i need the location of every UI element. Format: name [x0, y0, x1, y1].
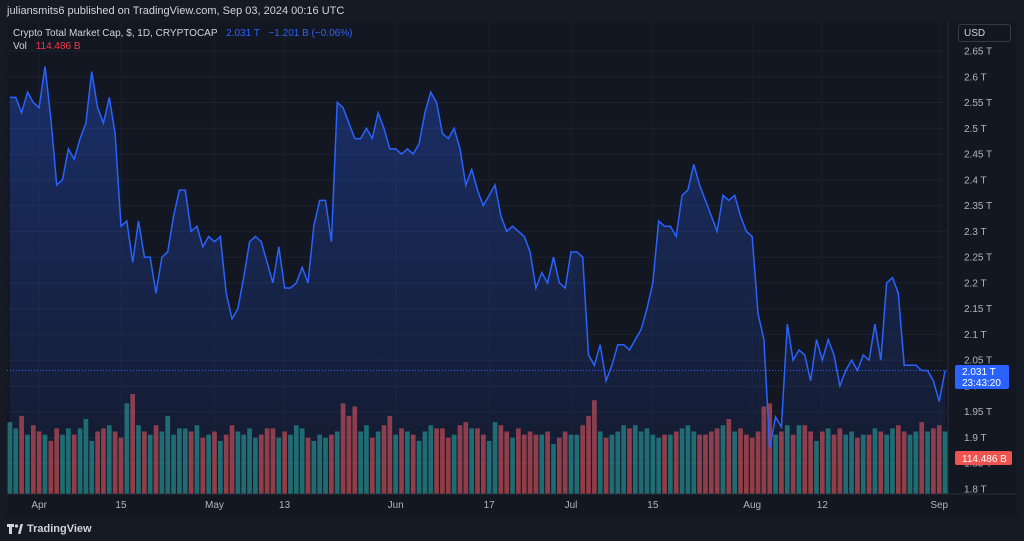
- legend-last: 2.031 T: [226, 28, 260, 39]
- x-tick-label: Apr: [31, 500, 47, 511]
- y-tick-label: 2.5 T: [964, 124, 987, 135]
- y-tick-label: 2.35 T: [964, 201, 992, 212]
- x-tick-label: Aug: [743, 500, 761, 511]
- y-tick-label: 2.1 T: [964, 330, 987, 341]
- x-tick-label: Jun: [388, 500, 404, 511]
- publish-header: juliansmits6 published on TradingView.co…: [7, 5, 345, 17]
- y-tick-label: 2.3 T: [964, 227, 987, 238]
- legend-price-row: Crypto Total Market Cap, $, 1D, CRYPTOCA…: [13, 27, 352, 40]
- y-tick-label: 2.6 T: [964, 72, 987, 83]
- price-badge-bg: [955, 365, 1009, 389]
- y-tick-label: 2.05 T: [964, 356, 992, 367]
- x-tick-label: 15: [115, 500, 127, 511]
- legend-symbol[interactable]: Crypto Total Market Cap, $, 1D, CRYPTOCA…: [13, 28, 218, 39]
- vol-badge-value: 114.486 B: [962, 454, 1007, 465]
- legend: Crypto Total Market Cap, $, 1D, CRYPTOCA…: [13, 27, 352, 53]
- y-tick-label: 1.9 T: [964, 433, 987, 444]
- chart-svg[interactable]: 2.65 T 2.6 T 2.55 T 2.5 T 2.45 T 2.4 T 2.35 T 2…: [7, 22, 1017, 518]
- price-line: [9, 66, 946, 448]
- currency-button[interactable]: USD: [958, 24, 1011, 42]
- price-axis-bg[interactable]: [948, 22, 1017, 518]
- price-badge-timer: 23:43:20: [962, 378, 1001, 389]
- y-tick-label: 2.2 T: [964, 278, 987, 289]
- y-tick-label: 2.65 T: [964, 47, 992, 58]
- x-tick-label: Sep: [930, 500, 948, 511]
- tradingview-logo-text: TradingView: [27, 523, 92, 535]
- tradingview-logo-icon: [7, 524, 23, 534]
- chart-panel[interactable]: 2.65 T 2.6 T 2.55 T 2.5 T 2.45 T 2.4 T 2.35 T 2…: [7, 22, 1017, 518]
- vol-badge: 114.486 B: [955, 451, 1012, 465]
- y-tick-label: 2.55 T: [964, 98, 992, 109]
- x-tick-label: 15: [647, 500, 659, 511]
- y-tick-label: 2.15 T: [964, 304, 992, 315]
- y-tick-label: 1.95 T: [964, 407, 992, 418]
- legend-change: −1.201 B (−0.06%): [268, 28, 353, 39]
- legend-vol-label[interactable]: Vol: [13, 41, 27, 52]
- price-badge-value: 2.031 T: [962, 367, 996, 378]
- x-tick-label: May: [205, 500, 224, 511]
- y-tick-label: 2.25 T: [964, 253, 992, 264]
- price-badge: 2.031 T 23:43:20: [955, 365, 1009, 389]
- price-area: [9, 66, 946, 494]
- vol-badge-bg: [955, 451, 1012, 465]
- time-axis-bg[interactable]: [7, 494, 1017, 518]
- y-tick-label: 1.8 T: [964, 485, 987, 496]
- y-tick-label: 2.45 T: [964, 150, 992, 161]
- y-tick-label: 2.4 T: [964, 175, 987, 186]
- x-tick-label: 13: [279, 500, 291, 511]
- legend-vol-row: Vol 114.486 B: [13, 40, 352, 53]
- legend-vol-value: 114.486 B: [35, 41, 81, 52]
- x-tick-label: Jul: [565, 500, 578, 511]
- footer: TradingView: [7, 520, 92, 538]
- x-tick-label: 12: [817, 500, 829, 511]
- x-tick-label: 17: [484, 500, 496, 511]
